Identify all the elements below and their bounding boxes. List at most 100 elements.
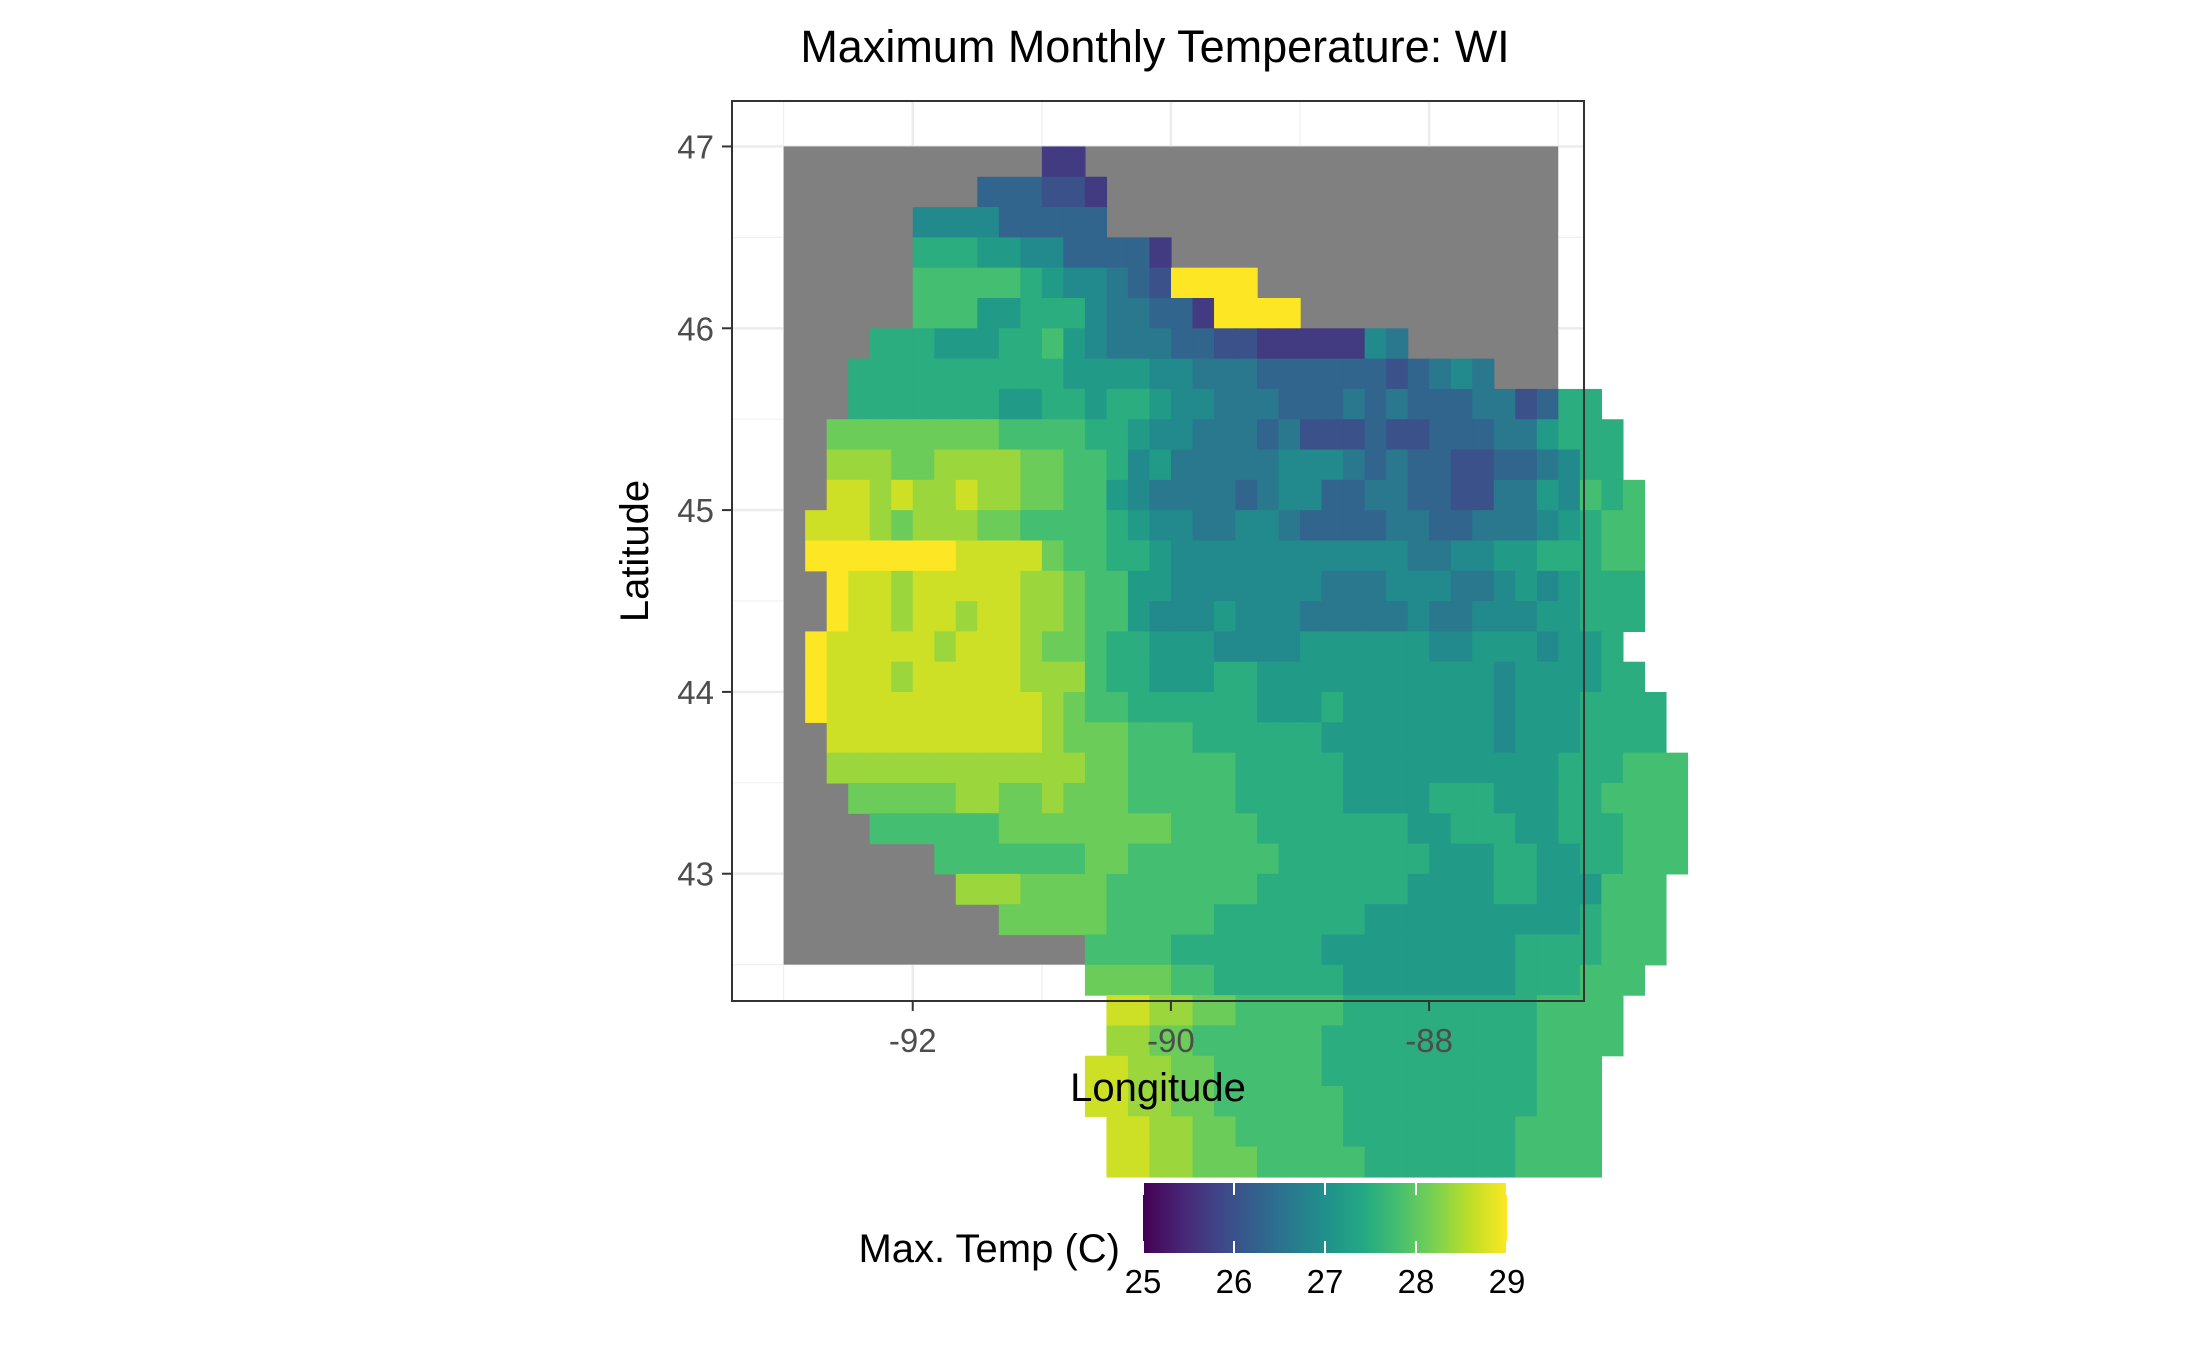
heatmap-cell — [1192, 995, 1215, 1027]
heatmap-cell — [1493, 1146, 1516, 1178]
heatmap-cell — [1192, 661, 1215, 693]
heatmap-cell — [1257, 1146, 1280, 1178]
heatmap-cell — [1149, 510, 1172, 542]
heatmap-cell — [1041, 419, 1064, 451]
heatmap-cell — [1429, 540, 1452, 572]
heatmap-cell — [912, 237, 935, 269]
heatmap-cell — [1041, 570, 1064, 602]
heatmap-cell — [1601, 570, 1624, 602]
heatmap-cell — [1386, 479, 1409, 511]
heatmap-cell — [1214, 782, 1237, 814]
legend-ticks: 25 26 27 28 29 — [1125, 1183, 1525, 1300]
heatmap-cell — [1257, 540, 1280, 572]
heatmap-cell — [1300, 1116, 1323, 1148]
heatmap-cell — [1536, 1146, 1559, 1178]
heatmap-cell — [1063, 782, 1086, 814]
heatmap-cell — [934, 722, 957, 754]
heatmap-cell — [1321, 934, 1344, 966]
heatmap-cell — [1386, 904, 1409, 936]
heatmap-cell — [1321, 601, 1344, 632]
heatmap-cell — [1343, 1025, 1366, 1057]
heatmap-cell — [955, 388, 978, 420]
heatmap-cell — [1020, 813, 1043, 845]
heatmap-cell — [1278, 419, 1301, 451]
plot-panel — [731, 100, 1689, 1178]
heatmap-cell — [977, 267, 1000, 299]
heatmap-cell — [1450, 388, 1473, 420]
heatmap-cell — [1106, 843, 1129, 875]
heatmap-cell — [1192, 419, 1215, 451]
heatmap-cell — [912, 449, 935, 481]
heatmap-cell — [1170, 722, 1194, 754]
heatmap-cell — [1601, 540, 1624, 572]
heatmap-cell — [1536, 752, 1559, 784]
heatmap-cell — [1450, 964, 1473, 996]
heatmap-cell — [1278, 843, 1301, 875]
heatmap-cell — [1020, 904, 1043, 936]
heatmap-cell — [977, 601, 1000, 632]
heatmap-cell — [998, 782, 1021, 814]
heatmap-cell — [1214, 358, 1237, 390]
heatmap-cell — [998, 479, 1021, 511]
heatmap-cell — [1343, 1086, 1366, 1117]
heatmap-cell — [1429, 722, 1452, 754]
heatmap-cell — [1343, 843, 1366, 875]
heatmap-cell — [1149, 601, 1172, 632]
heatmap-cell — [1041, 237, 1064, 269]
heatmap-cell — [1127, 267, 1151, 299]
heatmap-cell — [1300, 661, 1323, 693]
heatmap-cell — [826, 722, 849, 754]
heatmap-cell — [1214, 388, 1237, 420]
heatmap-cell — [1536, 873, 1559, 905]
chart-title: Maximum Monthly Temperature: WI — [800, 21, 1509, 72]
heatmap-cell — [1665, 782, 1689, 814]
heatmap-cell — [1235, 388, 1258, 420]
heatmap-cell — [1622, 570, 1646, 602]
heatmap-cell — [1558, 873, 1581, 905]
heatmap-cell — [1558, 419, 1581, 451]
heatmap-cell — [1214, 267, 1237, 299]
heatmap-cell — [848, 722, 871, 754]
heatmap-cell — [1149, 479, 1172, 511]
heatmap-cell — [1364, 813, 1387, 845]
heatmap-cell — [1343, 752, 1366, 784]
heatmap-cell — [1493, 934, 1516, 966]
heatmap-cell — [1364, 1146, 1387, 1178]
heatmap-cell — [1343, 358, 1366, 390]
heatmap-cell — [1579, 419, 1602, 451]
heatmap-cell — [998, 388, 1021, 420]
heatmap-cell — [1364, 1055, 1387, 1087]
heatmap-cell — [1343, 964, 1366, 996]
heatmap-cell — [1063, 328, 1086, 360]
heatmap-cell — [1644, 752, 1667, 784]
heatmap-cell — [1536, 1116, 1559, 1148]
heatmap-cell — [1063, 540, 1086, 572]
heatmap-cell — [1493, 1086, 1516, 1117]
legend-tick-label: 27 — [1307, 1263, 1344, 1300]
heatmap-cell — [934, 510, 957, 542]
heatmap-cell — [1063, 449, 1086, 481]
heatmap-cell — [1472, 1146, 1495, 1178]
heatmap-cell — [1450, 1146, 1473, 1178]
heatmap-cells — [805, 146, 1689, 1178]
heatmap-cell — [1601, 722, 1624, 754]
heatmap-cell — [1579, 722, 1602, 754]
heatmap-cell — [1235, 601, 1258, 632]
heatmap-cell — [1020, 873, 1043, 905]
heatmap-cell — [1020, 449, 1043, 481]
heatmap-cell — [891, 752, 914, 784]
heatmap-cell — [1257, 904, 1280, 936]
heatmap-cell — [1321, 1146, 1344, 1178]
heatmap-cell — [1278, 540, 1301, 572]
heatmap-cell — [1515, 1146, 1538, 1178]
heatmap-cell — [869, 510, 892, 542]
heatmap-cell — [1149, 782, 1172, 814]
heatmap-cell — [1644, 873, 1667, 905]
heatmap-cell — [869, 570, 892, 602]
heatmap-cell — [1622, 479, 1646, 511]
heatmap-cell — [1386, 328, 1409, 360]
heatmap-cell — [869, 601, 892, 632]
heatmap-cell — [1170, 813, 1194, 845]
heatmap-cell — [891, 782, 914, 814]
